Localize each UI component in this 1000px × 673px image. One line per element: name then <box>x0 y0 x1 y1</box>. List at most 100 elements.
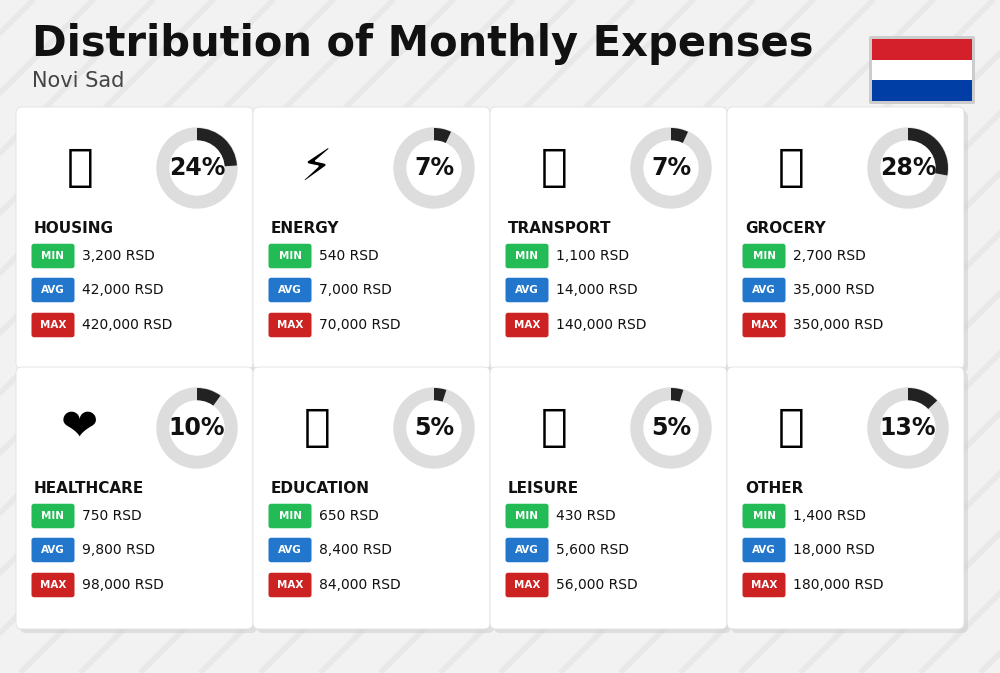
Text: MAX: MAX <box>751 320 777 330</box>
FancyBboxPatch shape <box>742 573 786 597</box>
Text: MAX: MAX <box>277 320 303 330</box>
Text: GROCERY: GROCERY <box>745 221 826 236</box>
Circle shape <box>407 141 461 195</box>
Text: 28%: 28% <box>880 156 936 180</box>
Circle shape <box>868 128 948 208</box>
FancyBboxPatch shape <box>257 111 494 373</box>
Circle shape <box>394 388 474 468</box>
FancyBboxPatch shape <box>253 107 490 369</box>
Text: EDUCATION: EDUCATION <box>271 481 370 496</box>
Circle shape <box>157 388 237 468</box>
Text: 7%: 7% <box>414 156 454 180</box>
FancyBboxPatch shape <box>494 371 731 633</box>
Text: 140,000 RSD: 140,000 RSD <box>556 318 646 332</box>
Text: MIN: MIN <box>279 511 302 521</box>
Text: 24%: 24% <box>169 156 225 180</box>
Text: AVG: AVG <box>278 545 302 555</box>
Bar <box>872 60 972 80</box>
Circle shape <box>170 141 224 195</box>
Text: AVG: AVG <box>752 545 776 555</box>
Text: 5,600 RSD: 5,600 RSD <box>556 543 629 557</box>
FancyBboxPatch shape <box>31 313 74 337</box>
FancyBboxPatch shape <box>20 371 257 633</box>
Text: HEALTHCARE: HEALTHCARE <box>34 481 144 496</box>
Circle shape <box>644 401 698 455</box>
Text: MIN: MIN <box>42 511 64 521</box>
Wedge shape <box>671 388 683 402</box>
FancyBboxPatch shape <box>742 313 786 337</box>
FancyBboxPatch shape <box>742 244 786 269</box>
Text: MIN: MIN <box>42 251 64 261</box>
Text: 🚌: 🚌 <box>541 147 567 190</box>
Text: 13%: 13% <box>880 416 936 440</box>
Text: 35,000 RSD: 35,000 RSD <box>793 283 875 297</box>
Circle shape <box>631 128 711 208</box>
Text: 🎓: 🎓 <box>304 406 330 450</box>
Text: 98,000 RSD: 98,000 RSD <box>82 578 164 592</box>
Text: 7%: 7% <box>651 156 691 180</box>
Text: 💰: 💰 <box>778 406 804 450</box>
Text: AVG: AVG <box>752 285 776 295</box>
Text: 42,000 RSD: 42,000 RSD <box>82 283 164 297</box>
FancyBboxPatch shape <box>257 371 494 633</box>
Text: 5%: 5% <box>414 416 454 440</box>
Text: TRANSPORT: TRANSPORT <box>508 221 612 236</box>
Circle shape <box>644 141 698 195</box>
Text: 540 RSD: 540 RSD <box>319 249 379 263</box>
Text: MAX: MAX <box>751 580 777 590</box>
Text: 🏗️: 🏗️ <box>67 147 93 190</box>
FancyBboxPatch shape <box>506 573 548 597</box>
Wedge shape <box>434 128 451 143</box>
Text: MAX: MAX <box>277 580 303 590</box>
Text: AVG: AVG <box>515 545 539 555</box>
FancyBboxPatch shape <box>16 107 253 369</box>
FancyBboxPatch shape <box>31 244 74 269</box>
Text: 3,200 RSD: 3,200 RSD <box>82 249 155 263</box>
Circle shape <box>407 401 461 455</box>
Text: 🛒: 🛒 <box>778 147 804 190</box>
FancyBboxPatch shape <box>742 278 786 302</box>
Text: 56,000 RSD: 56,000 RSD <box>556 578 638 592</box>
FancyBboxPatch shape <box>506 244 548 269</box>
FancyBboxPatch shape <box>269 278 312 302</box>
FancyBboxPatch shape <box>31 504 74 528</box>
Text: AVG: AVG <box>515 285 539 295</box>
Circle shape <box>881 141 935 195</box>
Wedge shape <box>434 388 446 402</box>
Text: 14,000 RSD: 14,000 RSD <box>556 283 638 297</box>
FancyBboxPatch shape <box>20 111 257 373</box>
FancyBboxPatch shape <box>31 573 74 597</box>
Wedge shape <box>908 388 937 409</box>
Text: AVG: AVG <box>278 285 302 295</box>
FancyBboxPatch shape <box>869 36 975 104</box>
FancyBboxPatch shape <box>269 504 312 528</box>
FancyBboxPatch shape <box>269 573 312 597</box>
FancyBboxPatch shape <box>506 538 548 562</box>
FancyBboxPatch shape <box>269 313 312 337</box>
Text: AVG: AVG <box>41 285 65 295</box>
Text: Distribution of Monthly Expenses: Distribution of Monthly Expenses <box>32 23 814 65</box>
Bar <box>872 80 972 101</box>
Text: 650 RSD: 650 RSD <box>319 509 379 523</box>
Text: 🛍️: 🛍️ <box>541 406 567 450</box>
FancyBboxPatch shape <box>490 367 727 629</box>
Text: 180,000 RSD: 180,000 RSD <box>793 578 884 592</box>
Circle shape <box>157 128 237 208</box>
Text: MAX: MAX <box>40 320 66 330</box>
FancyBboxPatch shape <box>731 371 968 633</box>
Text: MIN: MIN <box>516 511 538 521</box>
Wedge shape <box>197 388 221 406</box>
Text: AVG: AVG <box>41 545 65 555</box>
Text: HOUSING: HOUSING <box>34 221 114 236</box>
Wedge shape <box>197 128 237 166</box>
FancyBboxPatch shape <box>727 107 964 369</box>
Text: MIN: MIN <box>753 251 776 261</box>
Text: 🛡: 🛡 <box>904 65 910 75</box>
Text: 18,000 RSD: 18,000 RSD <box>793 543 875 557</box>
FancyBboxPatch shape <box>494 111 731 373</box>
Text: LEISURE: LEISURE <box>508 481 579 496</box>
Text: MIN: MIN <box>279 251 302 261</box>
FancyBboxPatch shape <box>269 538 312 562</box>
Text: ENERGY: ENERGY <box>271 221 340 236</box>
FancyBboxPatch shape <box>731 111 968 373</box>
